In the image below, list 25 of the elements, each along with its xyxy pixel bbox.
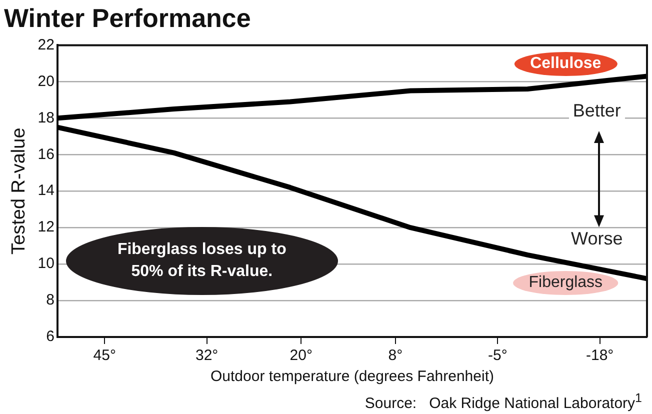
x-tick-label: -18° (586, 347, 614, 364)
x-tick-label: -5° (488, 347, 508, 364)
annotation: Better (568, 100, 625, 122)
y-tick-label: 20 (38, 72, 54, 90)
chart-title: Winter Performance (4, 2, 251, 33)
x-tick-label: 20° (290, 347, 312, 364)
annotation: Worse (567, 228, 627, 250)
y-tick-label: 6 (46, 328, 54, 346)
y-tick-label: 14 (38, 182, 54, 200)
y-tick-label: 16 (38, 146, 54, 163)
source-note: Source: Oak Ridge National Laboratory$^{1}$ (364, 391, 642, 412)
y-axis-title: Tested R-value (8, 128, 30, 254)
x-tick-label: 45° (93, 347, 116, 364)
series-label: Cellulose (514, 52, 618, 76)
y-tick-label: 12 (38, 218, 54, 236)
x-tick-label: 32° (195, 347, 218, 364)
callout-bubble: Fiberglass loses up to 50% of its R-value. (66, 227, 338, 296)
y-tick-label: 8 (46, 292, 54, 309)
series-label: Fiberglass (512, 271, 619, 296)
y-tick-label: 18 (38, 109, 54, 126)
x-tick-label: 8° (388, 347, 403, 364)
y-tick-label: 22 (38, 36, 54, 54)
annotation: Fiberglass loses up to 50% of its R-value. (117, 240, 286, 282)
y-tick-label: 10 (38, 255, 54, 272)
x-axis-title: Outdoor temperature (degrees Fahrenheit) (210, 368, 494, 386)
